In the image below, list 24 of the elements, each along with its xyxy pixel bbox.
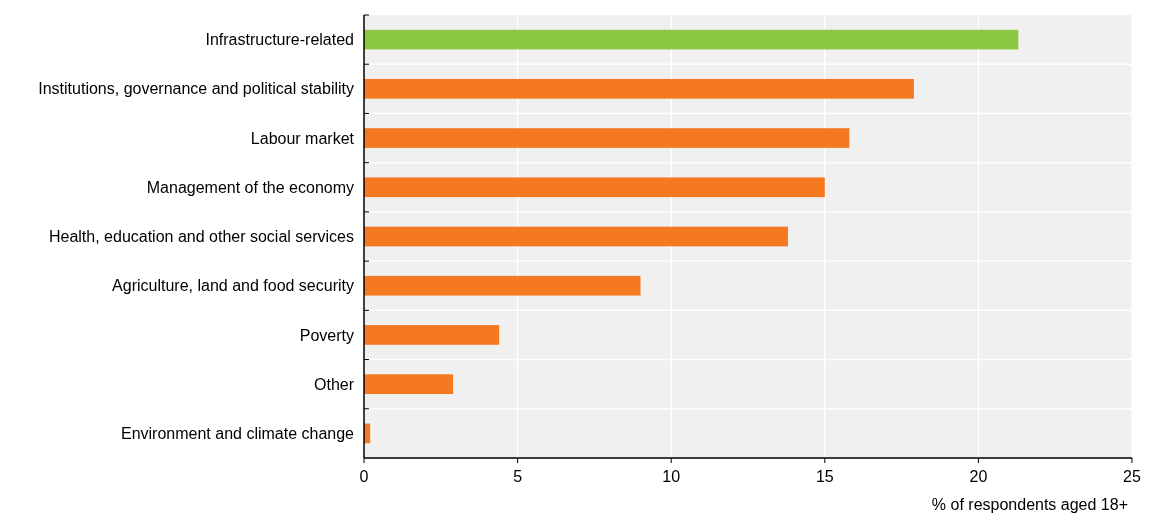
y-tick-label: Institutions, governance and political stability	[38, 80, 354, 98]
bar	[364, 78, 914, 99]
x-tick-label: 25	[1123, 468, 1141, 485]
x-tick-label: 5	[513, 468, 523, 485]
y-tick-label: Infrastructure-related	[205, 31, 354, 49]
y-tick-label: Labour market	[250, 129, 355, 147]
x-tick-label: 15	[815, 468, 834, 485]
y-tick-label: Agriculture, land and food security	[112, 277, 354, 295]
y-tick-label: Other	[313, 375, 355, 393]
bar	[364, 128, 850, 148]
x-tick-label: 10	[662, 468, 681, 485]
y-tick-label: Environment and climate change	[120, 424, 355, 442]
bar	[364, 275, 641, 296]
x-axis-title: % of respondents aged 18+	[931, 496, 1128, 513]
bar	[364, 226, 788, 247]
bar	[364, 177, 825, 198]
bar	[364, 374, 454, 395]
bar	[364, 29, 1019, 50]
y-tick-label: Health, education and other social services	[48, 228, 354, 246]
x-tick-label: 20	[969, 468, 988, 485]
y-tick-label: Poverty	[299, 326, 354, 344]
x-tick-label: 0	[359, 468, 369, 485]
y-tick-label: Management of the economy	[146, 178, 354, 196]
bar	[364, 325, 500, 345]
